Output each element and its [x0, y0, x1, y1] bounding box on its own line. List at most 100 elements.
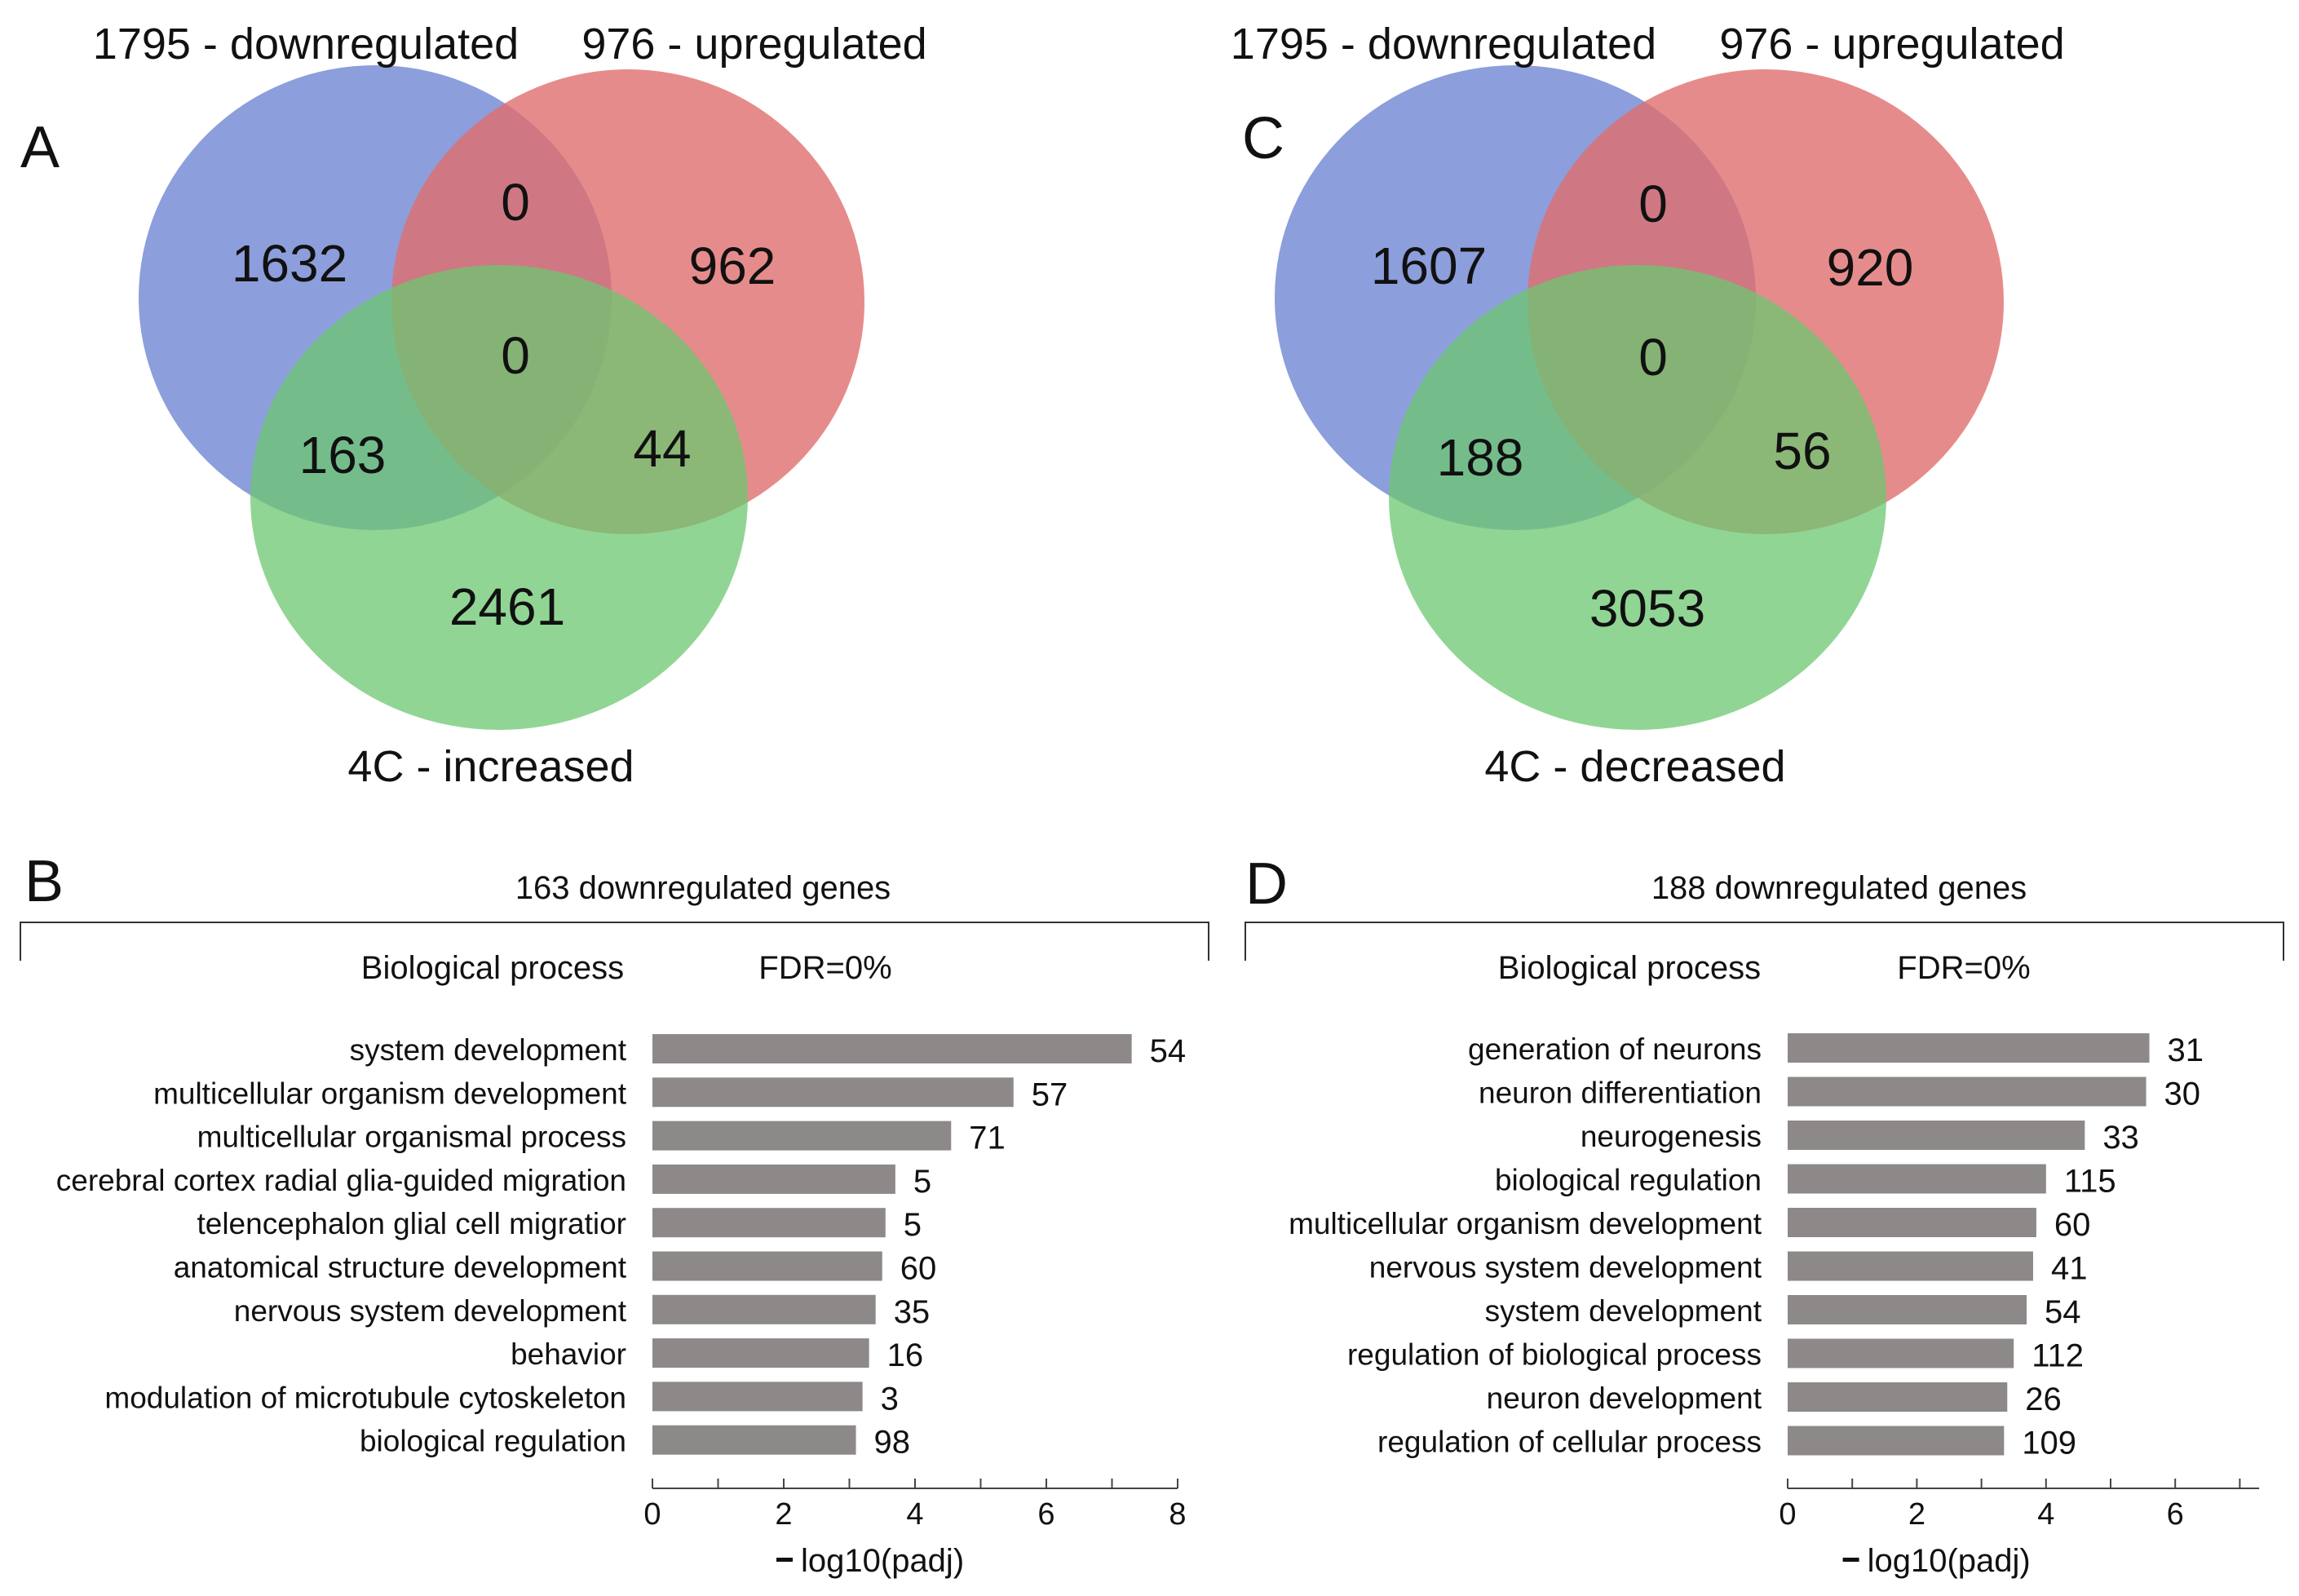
- panel-letter-b: B: [24, 849, 64, 914]
- venn-c-label-4c: 4C - decreased: [1484, 742, 1785, 791]
- bar: [1788, 1164, 2046, 1194]
- panel-letter-d: D: [1245, 851, 1288, 917]
- minus-sign-icon: [776, 1558, 793, 1562]
- bar: [1788, 1426, 2005, 1456]
- bar: [652, 1208, 886, 1238]
- bar-value-label: 16: [887, 1337, 924, 1373]
- x-tick-label: 2: [1908, 1497, 1925, 1532]
- venn-a-label-down: 1795 - downregulated: [93, 20, 519, 69]
- category-label: cerebral cortex radial glia-guided migra…: [56, 1164, 626, 1197]
- bar-value-label: 109: [2022, 1426, 2076, 1461]
- panel-d-header: D 188 downregulated genes Biological pro…: [1245, 851, 2284, 986]
- category-label: anatomical structure development: [174, 1251, 627, 1284]
- bar-value-label: 54: [1150, 1033, 1187, 1069]
- venn-c-count-all: 0: [1638, 328, 1668, 387]
- x-tick-label: 0: [643, 1497, 661, 1532]
- venn-a-count-up-4c: 44: [633, 419, 691, 478]
- category-label: multicellular organism development: [1289, 1207, 1762, 1240]
- category-label: neuron development: [1487, 1382, 1762, 1415]
- panel-b-title: 163 downregulated genes: [515, 870, 891, 906]
- category-label: neurogenesis: [1581, 1120, 1762, 1153]
- bar-value-label: 5: [904, 1207, 922, 1243]
- category-label: multicellular organism development: [153, 1077, 627, 1110]
- panel-d-header-left: Biological process: [1498, 950, 1761, 986]
- bar: [652, 1164, 895, 1194]
- bar: [652, 1034, 1132, 1063]
- bar-value-label: 31: [2168, 1032, 2204, 1068]
- bar-value-label: 98: [874, 1425, 911, 1461]
- minus-sign-icon: [1842, 1558, 1859, 1562]
- panel-d-header-right: FDR=0%: [1897, 950, 2030, 986]
- bar-value-label: 54: [2045, 1294, 2081, 1330]
- venn-c-count-up-4c: 56: [1773, 422, 1831, 480]
- venn-c-count-down-up: 0: [1638, 175, 1668, 233]
- category-label: multicellular organismal process: [197, 1121, 626, 1154]
- bar-value-label: 3: [881, 1381, 899, 1417]
- category-label: regulation of cellular process: [1377, 1426, 1762, 1459]
- venn-a-count-down-up: 0: [501, 173, 530, 232]
- x-tick-label: 6: [1037, 1497, 1054, 1532]
- x-tick-label: 4: [2037, 1497, 2054, 1532]
- venn-c: C 1795 - downregulated 976 - upregulated…: [1231, 20, 2065, 791]
- panel-letter-a: A: [20, 115, 60, 180]
- panel-letter-c: C: [1242, 106, 1284, 171]
- x-axis-label: log10(padj): [801, 1543, 964, 1579]
- bar: [652, 1294, 876, 1324]
- bar-value-label: 60: [2054, 1207, 2091, 1243]
- bar-value-label: 30: [2164, 1077, 2201, 1112]
- venn-c-label-down: 1795 - downregulated: [1231, 20, 1656, 69]
- bar: [1788, 1121, 2085, 1150]
- category-label: neuron differentiation: [1479, 1077, 1762, 1110]
- venn-c-label-up: 976 - upregulated: [1719, 20, 2064, 69]
- x-tick-label: 2: [775, 1497, 792, 1532]
- x-tick-label: 8: [1169, 1497, 1186, 1532]
- venn-a-count-down-4c: 163: [299, 426, 387, 484]
- x-tick-label: 4: [906, 1497, 923, 1532]
- panel-b-header-right: FDR=0%: [758, 950, 891, 986]
- bar: [1788, 1033, 2150, 1063]
- bar-value-label: 5: [913, 1164, 931, 1200]
- panel-d-bracket: [1245, 922, 2284, 961]
- venn-a-label-up: 976 - upregulated: [581, 20, 926, 69]
- bar-value-label: 57: [1032, 1077, 1068, 1112]
- category-label: biological regulation: [1495, 1164, 1762, 1197]
- category-label: nervous system development: [1369, 1251, 1762, 1284]
- bar: [1788, 1382, 2008, 1412]
- bar-value-label: 112: [2032, 1338, 2084, 1374]
- panel-b-bracket: [20, 922, 1209, 961]
- bar-value-label: 26: [2025, 1382, 2062, 1417]
- venn-a-label-4c: 4C - increased: [347, 742, 634, 791]
- bar: [1788, 1251, 2033, 1281]
- category-label: behavior: [511, 1337, 626, 1371]
- venn-a: A 1795 - downregulated 976 - upregulated…: [20, 20, 927, 791]
- x-tick-label: 0: [1779, 1497, 1796, 1532]
- category-label: telencephalon glial cell migratior: [197, 1207, 626, 1240]
- category-label: generation of neurons: [1468, 1032, 1762, 1066]
- category-label: system development: [350, 1033, 627, 1067]
- bar-value-label: 41: [2051, 1251, 2088, 1287]
- bar-value-label: 115: [2064, 1164, 2116, 1200]
- venn-a-circle-4c: [250, 265, 748, 730]
- bar: [652, 1077, 1014, 1107]
- x-tick-label: 6: [2167, 1497, 2184, 1532]
- panel-d-title: 188 downregulated genes: [1651, 870, 2027, 906]
- bar: [1788, 1208, 2036, 1237]
- venn-a-count-down-only: 1632: [232, 234, 347, 293]
- bar: [1788, 1338, 2014, 1368]
- bar: [1788, 1077, 2146, 1107]
- panel-b-header-left: Biological process: [361, 950, 624, 986]
- venn-c-count-4c-only: 3053: [1589, 579, 1705, 638]
- category-label: biological regulation: [360, 1425, 626, 1458]
- venn-a-count-all: 0: [501, 326, 530, 385]
- bar: [652, 1251, 882, 1281]
- x-axis-label: log10(padj): [1868, 1543, 2031, 1579]
- bar: [652, 1121, 952, 1151]
- bar: [652, 1338, 869, 1368]
- venn-a-count-4c-only: 2461: [449, 577, 565, 636]
- bar-chart-d: generation of neurons 31 neuron differenti…: [1289, 1032, 2260, 1579]
- category-label: nervous system development: [234, 1294, 627, 1328]
- venn-c-count-down-4c: 188: [1437, 428, 1524, 487]
- bar: [652, 1382, 863, 1412]
